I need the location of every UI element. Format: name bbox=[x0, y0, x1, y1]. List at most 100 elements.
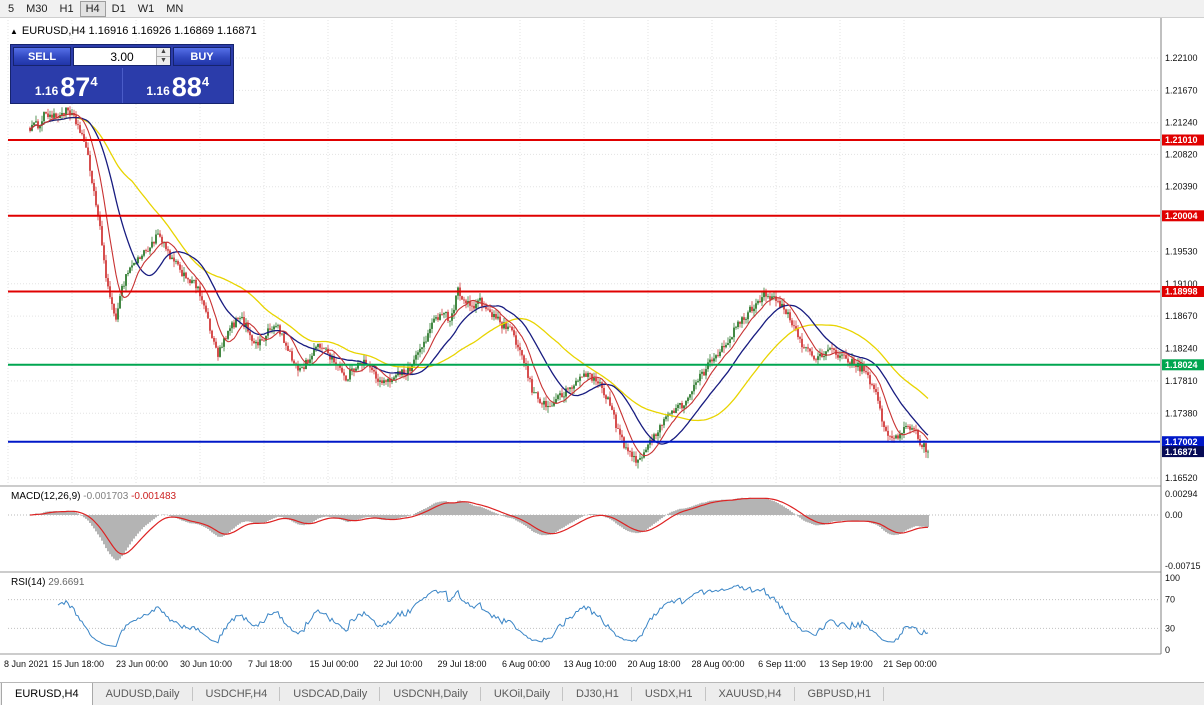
tab-audusd-daily[interactable]: AUDUSD,Daily bbox=[93, 683, 193, 705]
tab-dj30-h1[interactable]: DJ30,H1 bbox=[563, 683, 632, 705]
moving-average-52 bbox=[29, 116, 929, 422]
time-axis: 8 Jun 2021 15 Jun 18:00 23 Jun 00:00 30 Jun… bbox=[4, 659, 937, 669]
price-badge-1.20004 bbox=[1162, 210, 1204, 222]
svg-text:1.19100: 1.19100 bbox=[1165, 279, 1198, 289]
price-badge-1.18998 bbox=[1162, 286, 1204, 297]
svg-text:-0.00715: -0.00715 bbox=[1165, 561, 1201, 571]
price-badge-1.18024 bbox=[1162, 359, 1204, 371]
buy-price-prefix: 1.16 bbox=[146, 84, 170, 98]
svg-text:1.18024: 1.18024 bbox=[1165, 360, 1198, 370]
moving-average-24 bbox=[29, 116, 929, 445]
sell-price[interactable]: 1.16 87 4 bbox=[11, 68, 122, 103]
svg-text:1.20390: 1.20390 bbox=[1165, 182, 1198, 192]
volume-up-icon[interactable]: ▲ bbox=[157, 48, 170, 56]
volume-spinner: ▲ ▼ bbox=[156, 48, 170, 65]
svg-text:1.19530: 1.19530 bbox=[1165, 246, 1198, 256]
volume-value: 3.00 bbox=[110, 49, 134, 64]
svg-text:0.00: 0.00 bbox=[1165, 510, 1183, 520]
timeframe-toolbar: 5 M30 H1 H4 D1 W1 MN bbox=[0, 0, 1204, 18]
svg-text:1.20820: 1.20820 bbox=[1165, 149, 1198, 159]
svg-text:21 Sep 00:00: 21 Sep 00:00 bbox=[883, 659, 937, 669]
sell-button[interactable]: SELL bbox=[13, 47, 71, 66]
one-click-trading-panel: SELL 3.00 ▲ ▼ BUY 1.16 87 4 1.16 88 4 bbox=[10, 44, 234, 104]
svg-text:23 Jun 00:00: 23 Jun 00:00 bbox=[116, 659, 168, 669]
svg-text:7 Jul 18:00: 7 Jul 18:00 bbox=[248, 659, 292, 669]
svg-text:1.21240: 1.21240 bbox=[1165, 118, 1198, 128]
buy-price-pips: 88 bbox=[171, 72, 202, 102]
rsi-label: RSI(14) 29.6691 bbox=[11, 577, 85, 588]
svg-text:13 Aug 10:00: 13 Aug 10:00 bbox=[563, 659, 616, 669]
svg-text:8 Jun 2021: 8 Jun 2021 bbox=[4, 659, 49, 669]
macd-signal-line bbox=[29, 497, 929, 555]
tab-gbpusd-h1[interactable]: GBPUSD,H1 bbox=[795, 683, 885, 705]
price-badge-1.21010 bbox=[1162, 134, 1204, 146]
tab-usdx-h1[interactable]: USDX,H1 bbox=[632, 683, 706, 705]
chart-tabs-bar: EURUSD,H4 AUDUSD,Daily USDCHF,H4 USDCAD,Dai… bbox=[0, 682, 1204, 705]
svg-text:29 Jul 18:00: 29 Jul 18:00 bbox=[437, 659, 486, 669]
svg-text:15 Jul 00:00: 15 Jul 00:00 bbox=[309, 659, 358, 669]
tab-xauusd-h4[interactable]: XAUUSD,H4 bbox=[706, 683, 795, 705]
svg-text:1.17002: 1.17002 bbox=[1165, 437, 1198, 447]
svg-text:30 Jun 10:00: 30 Jun 10:00 bbox=[180, 659, 232, 669]
indicator-panels: MACD(12,26,9) -0.001703 -0.001483 RSI(14)… bbox=[0, 485, 1204, 655]
timeframe-button-h4[interactable]: H4 bbox=[79, 0, 106, 17]
svg-text:22 Jul 10:00: 22 Jul 10:00 bbox=[373, 659, 422, 669]
current-price-badge bbox=[1162, 446, 1204, 458]
tab-eurusd-h4[interactable]: EURUSD,H4 bbox=[1, 683, 93, 705]
svg-text:1.17380: 1.17380 bbox=[1165, 408, 1198, 418]
svg-text:1.16871: 1.16871 bbox=[1165, 447, 1198, 457]
quote-text: EURUSD,H4 1.16916 1.16926 1.16869 1.1687… bbox=[21, 25, 257, 37]
tab-ukoil-daily[interactable]: UKOil,Daily bbox=[481, 683, 564, 705]
macd-histogram bbox=[31, 497, 929, 561]
svg-text:1.22100: 1.22100 bbox=[1165, 53, 1198, 63]
horizontal-lines bbox=[8, 139, 1160, 443]
svg-text:100: 100 bbox=[1165, 573, 1180, 583]
timeframe-button-w1[interactable]: W1 bbox=[137, 2, 155, 15]
svg-text:13 Sep 19:00: 13 Sep 19:00 bbox=[819, 659, 873, 669]
svg-text:1.18998: 1.18998 bbox=[1165, 287, 1198, 297]
price-badge-1.17002 bbox=[1162, 436, 1204, 448]
svg-text:28 Aug 00:00: 28 Aug 00:00 bbox=[691, 659, 744, 669]
tab-usdchf-h4[interactable]: USDCHF,H4 bbox=[193, 683, 281, 705]
volume-input[interactable]: 3.00 ▲ ▼ bbox=[73, 47, 171, 66]
buy-price[interactable]: 1.16 88 4 bbox=[121, 68, 234, 103]
svg-text:1.17810: 1.17810 bbox=[1165, 376, 1198, 386]
svg-text:30: 30 bbox=[1165, 623, 1175, 633]
chart-area[interactable]: MACD(12,26,9) -0.001703 -0.001483 RSI(14)… bbox=[0, 18, 1204, 682]
svg-text:1.18240: 1.18240 bbox=[1165, 344, 1198, 354]
svg-text:1.21010: 1.21010 bbox=[1165, 135, 1198, 145]
price-axis: 1.22100 1.21670 1.21240 1.20820 1.20390 1.195… bbox=[1160, 18, 1204, 682]
svg-text:6 Aug 00:00: 6 Aug 00:00 bbox=[502, 659, 550, 669]
grid bbox=[7, 20, 1160, 484]
moving-average-10 bbox=[29, 113, 929, 457]
quote-line: ▲ EURUSD,H4 1.16916 1.16926 1.16869 1.168… bbox=[10, 25, 257, 37]
svg-text:1.16520: 1.16520 bbox=[1165, 473, 1198, 483]
svg-text:70: 70 bbox=[1165, 595, 1175, 605]
trade-panel-toggle-icon[interactable]: ▲ bbox=[10, 27, 18, 36]
svg-text:6 Sep 11:00: 6 Sep 11:00 bbox=[758, 659, 806, 669]
sell-price-pips: 87 bbox=[60, 72, 91, 102]
buy-button[interactable]: BUY bbox=[173, 47, 231, 66]
svg-text:1.21670: 1.21670 bbox=[1165, 85, 1198, 95]
moving-averages bbox=[29, 113, 929, 457]
svg-text:15 Jun 18:00: 15 Jun 18:00 bbox=[52, 659, 104, 669]
svg-text:1.20004: 1.20004 bbox=[1165, 211, 1198, 221]
timeframe-button-5[interactable]: 5 bbox=[8, 2, 15, 15]
sell-price-point: 4 bbox=[90, 74, 98, 89]
svg-text:0: 0 bbox=[1165, 645, 1170, 655]
macd-label: MACD(12,26,9) -0.001703 -0.001483 bbox=[11, 491, 177, 502]
svg-text:20 Aug 18:00: 20 Aug 18:00 bbox=[627, 659, 680, 669]
timeframe-button-m30[interactable]: M30 bbox=[26, 2, 48, 15]
timeframe-button-h1[interactable]: H1 bbox=[59, 2, 74, 15]
svg-text:1.18670: 1.18670 bbox=[1165, 311, 1198, 321]
tab-usdcnh-daily[interactable]: USDCNH,Daily bbox=[380, 683, 481, 705]
candlestick-series bbox=[29, 106, 929, 469]
timeframe-button-d1[interactable]: D1 bbox=[111, 2, 126, 15]
svg-text:0.00294: 0.00294 bbox=[1165, 489, 1198, 499]
rsi-line bbox=[57, 584, 929, 648]
tab-usdcad-daily[interactable]: USDCAD,Daily bbox=[280, 683, 381, 705]
timeframe-button-mn[interactable]: MN bbox=[166, 2, 184, 15]
volume-down-icon[interactable]: ▼ bbox=[157, 56, 170, 65]
sell-price-prefix: 1.16 bbox=[34, 84, 59, 98]
